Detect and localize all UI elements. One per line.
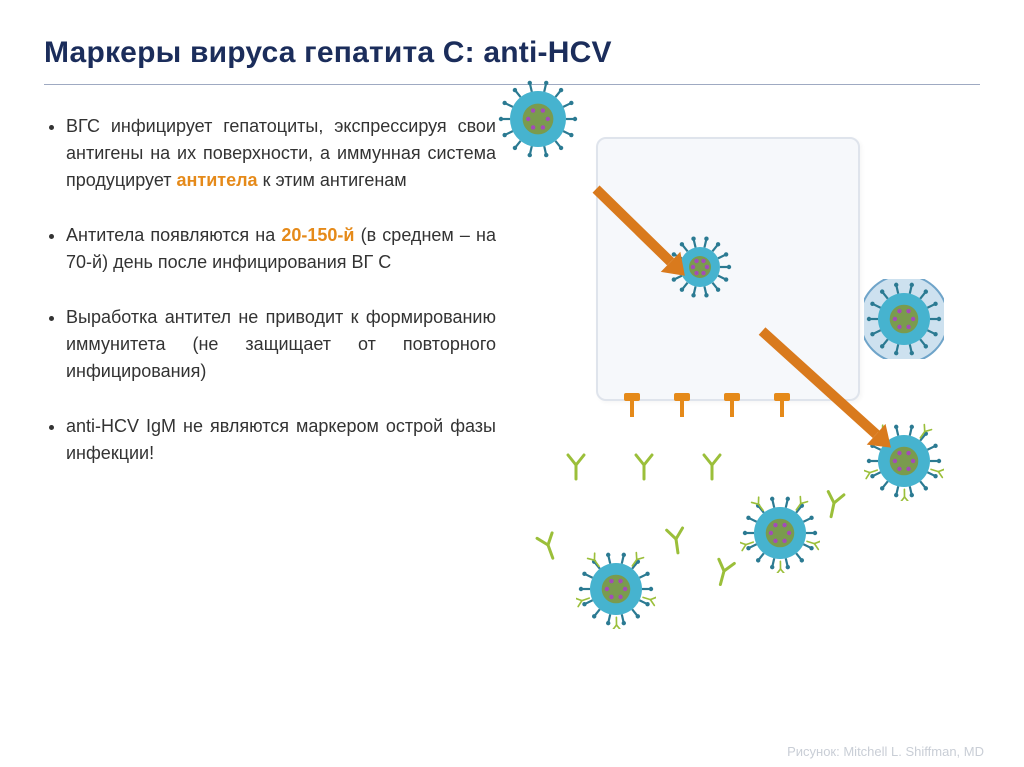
- antibody-icon: [628, 449, 660, 486]
- antibody-icon: [660, 523, 692, 560]
- receptor-icon: [772, 393, 792, 424]
- bullet-text: Антитела появляются на: [66, 225, 281, 245]
- virus-particle: [496, 77, 580, 161]
- bullet-item: anti-HCV IgM не являются маркером острой…: [66, 413, 496, 467]
- antibody-icon: [560, 449, 592, 486]
- bullet-item: Антитела появляются на 20-150-й (в средн…: [66, 222, 496, 276]
- bullet-text: к этим антигенам: [258, 170, 407, 190]
- receptor-icon: [672, 393, 692, 424]
- antibody-icon: [532, 529, 564, 566]
- diagram: [504, 113, 980, 673]
- slide-title: Маркеры вируса гепатита С: anti-HCV: [44, 36, 980, 70]
- arrow-icon: [596, 169, 736, 214]
- bullet-item: ВГС инфицирует гепатоциты, экспрессируя …: [66, 113, 496, 194]
- content-row: ВГС инфицирует гепатоциты, экспрессируя …: [44, 113, 980, 673]
- text-column: ВГС инфицирует гепатоциты, экспрессируя …: [44, 113, 504, 673]
- receptor-icon: [622, 393, 642, 424]
- receptor-icon: [722, 393, 742, 424]
- antibody-icon: [818, 487, 850, 524]
- slide: Маркеры вируса гепатита С: anti-HCV ВГС …: [0, 0, 1024, 767]
- bullet-item: Выработка антител не приводит к формиров…: [66, 304, 496, 385]
- arrow-icon: [762, 311, 952, 356]
- antibody-icon: [708, 555, 740, 592]
- bullet-text: Выработка антител не приводит к формиров…: [66, 307, 496, 381]
- image-credit: Рисунок: Mitchell L. Shiffman, MD: [787, 744, 984, 759]
- antibody-icon: [696, 449, 728, 486]
- bullet-text: anti-HCV IgM не являются маркером острой…: [66, 416, 496, 463]
- highlight-text: антитела: [177, 170, 258, 190]
- bullet-list: ВГС инфицирует гепатоциты, экспрессируя …: [44, 113, 496, 467]
- virus-particle: [576, 549, 656, 629]
- highlight-text: 20-150-й: [281, 225, 354, 245]
- virus-particle: [740, 493, 820, 573]
